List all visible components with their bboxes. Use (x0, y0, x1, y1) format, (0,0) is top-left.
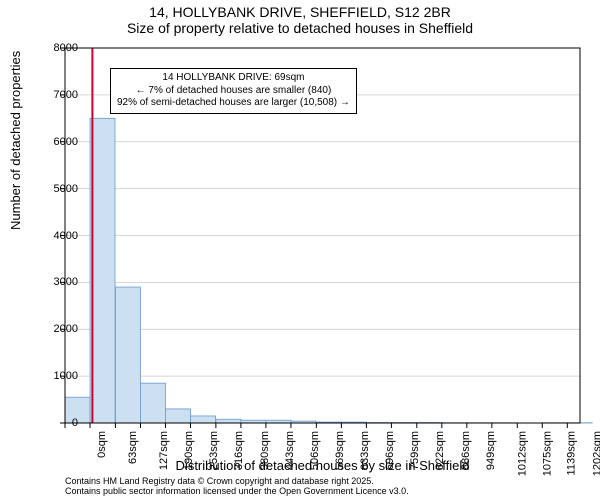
annotation-line-2: ← 7% of detached houses are smaller (840… (117, 85, 350, 98)
x-tick-label: 1202sqm (592, 431, 600, 476)
y-tick-label: 0 (72, 417, 78, 429)
title-block: 14, HOLLYBANK DRIVE, SHEFFIELD, S12 2BR … (0, 0, 600, 36)
annotation-line-3: 92% of semi-detached houses are larger (… (117, 97, 350, 110)
annotation-box: 14 HOLLYBANK DRIVE: 69sqm ← 7% of detach… (110, 68, 357, 114)
footnote: Contains HM Land Registry data © Crown c… (65, 476, 409, 497)
title-line-1: 14, HOLLYBANK DRIVE, SHEFFIELD, S12 2BR (0, 4, 600, 20)
annotation-line-1: 14 HOLLYBANK DRIVE: 69sqm (117, 72, 350, 85)
y-axis-label: Number of detached properties (8, 51, 23, 230)
footnote-line-1: Contains HM Land Registry data © Crown c… (65, 476, 409, 486)
footnote-line-2: Contains public sector information licen… (65, 486, 409, 496)
y-tick-label: 5000 (54, 183, 78, 195)
y-tick-label: 1000 (54, 370, 78, 382)
title-line-2: Size of property relative to detached ho… (0, 20, 600, 36)
x-tick-label: 0sqm (96, 431, 108, 458)
y-tick-label: 3000 (54, 276, 78, 288)
y-tick-label: 7000 (54, 89, 78, 101)
y-tick-label: 4000 (54, 230, 78, 242)
y-tick-label: 2000 (54, 323, 78, 335)
chart-area: 14 HOLLYBANK DRIVE: 69sqm ← 7% of detach… (65, 48, 580, 423)
y-tick-label: 8000 (54, 42, 78, 54)
chart-container: 14, HOLLYBANK DRIVE, SHEFFIELD, S12 2BR … (0, 0, 600, 500)
y-tick-label: 6000 (54, 136, 78, 148)
x-axis-label: Distribution of detached houses by size … (65, 458, 580, 473)
